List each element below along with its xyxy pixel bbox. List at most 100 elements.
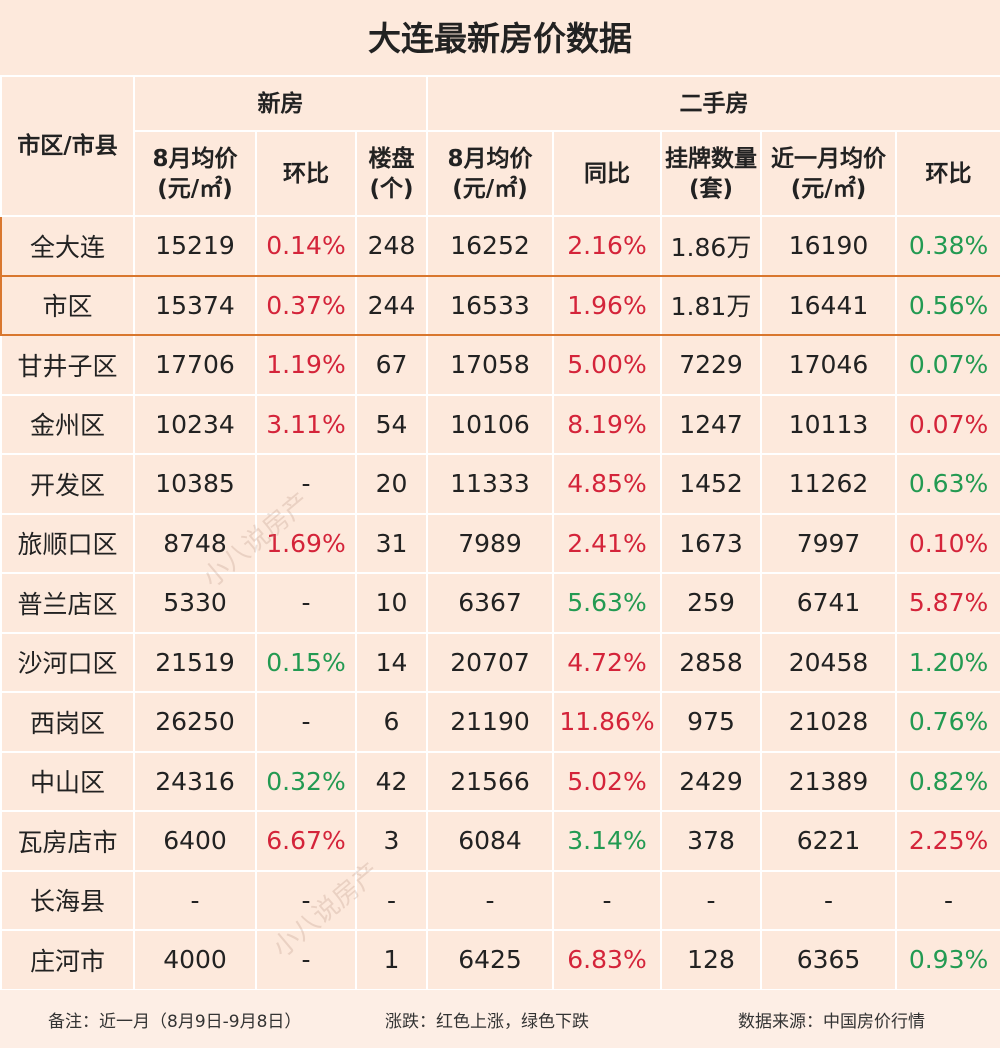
table-row: 金州区 10234 3.11% 54 10106 8.19% 1247 10113 0.07% bbox=[0, 393, 1000, 455]
table-cell: 11.86% bbox=[552, 691, 662, 753]
table-cell: - bbox=[660, 869, 762, 931]
footer: 备注：近一月（8月9日-9月8日） 涨跌：红色上涨，绿色下跌 数据来源：中国房价… bbox=[0, 990, 1000, 1048]
table-row: 沙河口区 21519 0.15% 14 20707 4.72% 2858 20458 1.20% bbox=[0, 631, 1000, 693]
table-cell: - bbox=[255, 929, 357, 991]
table-cell: 16190 bbox=[760, 215, 897, 277]
table-cell: 4000 bbox=[133, 929, 257, 991]
table-cell: 6 bbox=[355, 691, 428, 753]
table-cell: 15374 bbox=[133, 274, 257, 336]
table-row: 长海县 - - - - - - - - bbox=[0, 869, 1000, 931]
page-title: 大连最新房价数据 bbox=[0, 0, 1000, 75]
table-cell: 14 bbox=[355, 631, 428, 693]
footer-legend: 涨跌：红色上涨，绿色下跌 bbox=[385, 1011, 589, 1032]
table-cell: 5330 bbox=[133, 572, 257, 634]
table-cell: 16252 bbox=[426, 215, 554, 277]
table-cell: 4.85% bbox=[552, 453, 662, 515]
table-cell: 8.19% bbox=[552, 393, 662, 455]
table-cell: - bbox=[255, 691, 357, 753]
district-name: 甘井子区 bbox=[0, 334, 135, 396]
table-cell: 24316 bbox=[133, 750, 257, 812]
district-name: 瓦房店市 bbox=[0, 810, 135, 872]
table-row: 甘井子区 17706 1.19% 67 17058 5.00% 7229 17046 0.07% bbox=[0, 334, 1000, 396]
table-cell: 0.10% bbox=[894, 512, 1000, 574]
column-header: 同比 bbox=[552, 130, 662, 217]
table-cell: 2429 bbox=[660, 750, 762, 812]
table-cell: 5.63% bbox=[552, 572, 662, 634]
table-cell: 1452 bbox=[660, 453, 762, 515]
table-cell: - bbox=[894, 869, 1000, 931]
table-cell: 11262 bbox=[760, 453, 897, 515]
table-cell: 0.07% bbox=[894, 334, 1000, 396]
table-cell: 10113 bbox=[760, 393, 897, 455]
table-cell: 0.07% bbox=[894, 393, 1000, 455]
table-cell: 21519 bbox=[133, 631, 257, 693]
district-name: 普兰店区 bbox=[0, 572, 135, 634]
table-cell: 67 bbox=[355, 334, 428, 396]
table-cell: 2.41% bbox=[552, 512, 662, 574]
table-row: 全大连 15219 0.14% 248 16252 2.16% 1.86万 16190 0.38… bbox=[0, 215, 1000, 277]
table-row: 普兰店区 5330-10 6367 5.63% 259 6741 5.87% bbox=[0, 572, 1000, 634]
table-cell: - bbox=[552, 869, 662, 931]
table-cell: 20707 bbox=[426, 631, 554, 693]
column-header: 环比 bbox=[894, 130, 1000, 217]
table-row: 中山区 24316 0.32% 42 21566 5.02% 2429 21389 0.82% bbox=[0, 750, 1000, 812]
table-cell: 17046 bbox=[760, 334, 897, 396]
table-cell: 21389 bbox=[760, 750, 897, 812]
table-cell: 54 bbox=[355, 393, 428, 455]
table-cell: 16441 bbox=[760, 274, 897, 336]
table-cell: 1.96% bbox=[552, 274, 662, 336]
table-cell: 0.15% bbox=[255, 631, 357, 693]
column-header: 挂牌数量(套) bbox=[660, 130, 762, 217]
table-cell: 5.00% bbox=[552, 334, 662, 396]
table-cell: 0.93% bbox=[894, 929, 1000, 991]
table-cell: 5.02% bbox=[552, 750, 662, 812]
table-row: 旅顺口区 8748 1.69% 31 7989 2.41% 1673 7997 0.10% bbox=[0, 512, 1000, 574]
table-cell: 17706 bbox=[133, 334, 257, 396]
table-cell: 3 bbox=[355, 810, 428, 872]
footer-note: 备注：近一月（8月9日-9月8日） bbox=[48, 1011, 302, 1032]
table-cell: 15219 bbox=[133, 215, 257, 277]
table-row: 庄河市 4000-1 6425 6.83% 128 6365 0.93% bbox=[0, 929, 1000, 991]
table-cell: 975 bbox=[660, 691, 762, 753]
column-header: 近一月均价(元/㎡) bbox=[760, 130, 897, 217]
table-cell: 0.56% bbox=[894, 274, 1000, 336]
table-row: 瓦房店市 6400 6.67% 3 6084 3.14% 378 6221 2.25% bbox=[0, 810, 1000, 872]
table-cell: 10 bbox=[355, 572, 428, 634]
table-cell: 11333 bbox=[426, 453, 554, 515]
table-cell: 1.81万 bbox=[660, 274, 762, 336]
header-new-house: 新房 bbox=[133, 75, 428, 132]
table-cell: 1.86万 bbox=[660, 215, 762, 277]
table-cell: 20458 bbox=[760, 631, 897, 693]
table-cell: - bbox=[133, 869, 257, 931]
table-cell: 10106 bbox=[426, 393, 554, 455]
table-cell: 8748 bbox=[133, 512, 257, 574]
table-cell: 21190 bbox=[426, 691, 554, 753]
district-name: 中山区 bbox=[0, 750, 135, 812]
table-cell: - bbox=[255, 453, 357, 515]
table-cell: 1673 bbox=[660, 512, 762, 574]
table-cell: 0.14% bbox=[255, 215, 357, 277]
table-cell: 26250 bbox=[133, 691, 257, 753]
table-cell: 248 bbox=[355, 215, 428, 277]
table-cell: 42 bbox=[355, 750, 428, 812]
table-cell: 21028 bbox=[760, 691, 897, 753]
district-name: 旅顺口区 bbox=[0, 512, 135, 574]
table-cell: 7997 bbox=[760, 512, 897, 574]
table-cell: 17058 bbox=[426, 334, 554, 396]
table-cell: 6.67% bbox=[255, 810, 357, 872]
table-cell: 10234 bbox=[133, 393, 257, 455]
district-name: 沙河口区 bbox=[0, 631, 135, 693]
table-cell: 2.25% bbox=[894, 810, 1000, 872]
table-cell: 2.16% bbox=[552, 215, 662, 277]
table-cell: - bbox=[426, 869, 554, 931]
column-header: 8月均价(元/㎡) bbox=[133, 130, 257, 217]
table-cell: - bbox=[760, 869, 897, 931]
table-cell: 378 bbox=[660, 810, 762, 872]
table-cell: 128 bbox=[660, 929, 762, 991]
table-cell: 6365 bbox=[760, 929, 897, 991]
table-cell: 6221 bbox=[760, 810, 897, 872]
district-name: 市区 bbox=[0, 274, 135, 336]
table-cell: 244 bbox=[355, 274, 428, 336]
header-district: 市区/市县 bbox=[0, 75, 135, 217]
table-cell: 31 bbox=[355, 512, 428, 574]
